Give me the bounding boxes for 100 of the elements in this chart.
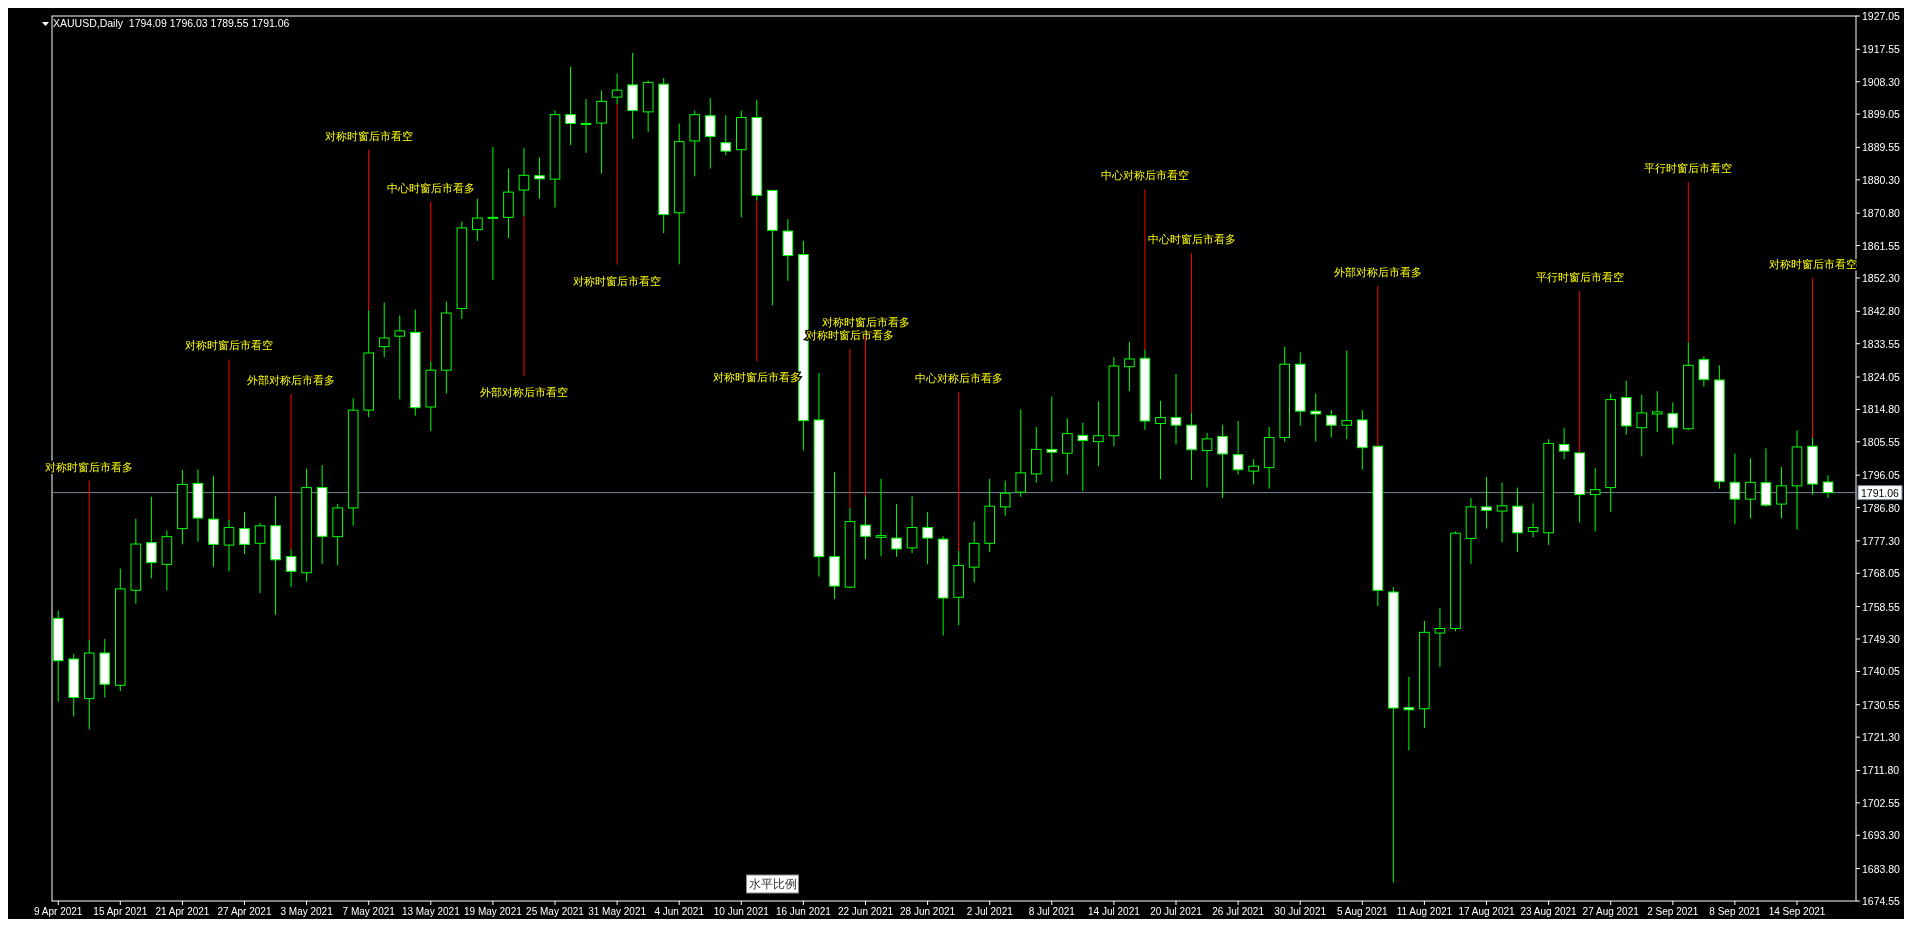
candlestick — [1341, 350, 1353, 440]
x-tick-label: 25 May 2021 — [526, 906, 585, 917]
x-tick-label: 5 Aug 2021 — [1337, 906, 1389, 917]
candlestick — [239, 511, 250, 555]
y-tick-label: 1749.30 — [1862, 633, 1901, 645]
candlestick — [472, 198, 483, 242]
y-tick-label: 1740.05 — [1862, 665, 1901, 678]
candlestick — [580, 98, 592, 154]
x-tick-label: 21 Apr 2021 — [155, 906, 210, 917]
annotation: 中心时窗后市看多 — [386, 181, 475, 194]
annotation: 对称时窗后市看空 — [573, 274, 662, 287]
x-tick-label: 26 Jul 2021 — [1212, 906, 1265, 917]
annotation: 中心对称后市看多 — [914, 372, 1003, 385]
candlestick — [565, 66, 576, 146]
y-tick-label: 1852.30 — [1862, 272, 1901, 284]
candlestick — [534, 156, 545, 200]
x-tick-label: 2 Sep 2021 — [1647, 906, 1699, 917]
y-tick-label: 1777.30 — [1862, 534, 1901, 547]
candlestick — [1403, 676, 1415, 751]
candlestick — [1667, 401, 1679, 445]
y-tick-label: 1674.55 — [1862, 895, 1901, 907]
y-tick-label: 1824.05 — [1862, 371, 1901, 384]
x-tick-label: 13 May 2021 — [401, 906, 461, 917]
candlestick — [1558, 427, 1570, 460]
candlestick — [1124, 341, 1135, 392]
candlestick — [1589, 467, 1601, 532]
candlestick — [1046, 395, 1058, 483]
candlestick — [1698, 356, 1710, 388]
y-tick-label: 1721.30 — [1862, 731, 1901, 744]
candlestick — [223, 519, 235, 572]
x-tick-label: 14 Jul 2021 — [1088, 906, 1141, 917]
candlestick — [1434, 607, 1446, 668]
x-tick-label: 4 Jun 2021 — [654, 906, 705, 917]
candlestick — [1651, 390, 1663, 433]
x-tick-label: 20 Jul 2021 — [1150, 906, 1203, 917]
y-tick-label: 1870.80 — [1862, 207, 1901, 220]
y-tick-label: 1711.80 — [1862, 764, 1900, 777]
candlestick — [487, 146, 499, 281]
y-tick-label: 1917.55 — [1862, 43, 1901, 56]
annotation: 对称时窗后市看多 — [45, 460, 134, 473]
candlestick — [1496, 482, 1508, 543]
y-tick-label: 1880.30 — [1862, 173, 1901, 186]
annotation: 外部对称后市看多 — [1333, 265, 1422, 278]
x-tick-label: 9 Apr 2021 — [34, 906, 83, 917]
x-tick-label: 10 Jun 2021 — [713, 906, 770, 917]
y-tick-label: 1805.55 — [1862, 435, 1901, 448]
x-tick-label: 3 May 2021 — [280, 906, 334, 917]
annotation: 平行时窗后市看空 — [1535, 271, 1624, 284]
x-tick-label: 23 Aug 2021 — [1520, 906, 1578, 917]
x-tick-label: 2 Jul 2021 — [966, 906, 1014, 917]
candlestick — [1093, 400, 1104, 467]
y-tick-label: 1693.30 — [1862, 829, 1901, 842]
candlestick — [1822, 474, 1834, 499]
y-tick-label: 1730.55 — [1862, 698, 1901, 711]
x-tick-label: 28 Jun 2021 — [900, 906, 956, 917]
candlestick — [596, 89, 607, 175]
y-tick-label: 1833.55 — [1862, 337, 1901, 350]
candlestick — [394, 315, 406, 400]
y-tick-label: 1889.55 — [1862, 141, 1901, 154]
candlestick — [1232, 420, 1244, 476]
candlestick — [704, 97, 716, 170]
x-tick-label: 31 May 2021 — [588, 906, 647, 917]
candlestick — [1062, 417, 1073, 476]
candlestick — [1636, 394, 1648, 457]
candlestick — [254, 522, 266, 594]
x-tick-label: 19 May 2021 — [463, 906, 523, 917]
y-tick-label: 1899.05 — [1862, 108, 1901, 121]
x-tick-label: 8 Sep 2021 — [1709, 906, 1761, 917]
x-tick-label: 30 Jul 2021 — [1274, 906, 1327, 917]
candlestick — [1201, 432, 1213, 489]
candlestick — [1155, 400, 1166, 480]
annotation: 水平比例 — [748, 877, 797, 891]
candlestick — [1217, 424, 1228, 499]
chart-title: XAUUSD,Daily 1794.09 1796.03 1789.55 1791.06 — [53, 17, 290, 29]
candlestick — [922, 511, 933, 565]
candlestick — [611, 73, 623, 105]
candlestick — [968, 521, 980, 584]
candlestick — [1077, 422, 1089, 492]
candlestick — [1310, 393, 1322, 443]
y-tick-label: 1786.80 — [1862, 501, 1901, 514]
y-tick-label: 1927.05 — [1862, 10, 1901, 22]
candlestick — [1760, 447, 1772, 508]
candlestick — [1527, 502, 1539, 538]
y-tick-label: 1861.55 — [1862, 239, 1901, 252]
x-tick-label: 22 Jun 2021 — [837, 906, 894, 917]
candlestick — [891, 503, 902, 558]
annotation: 对称时窗后市看多 — [821, 316, 910, 329]
y-tick-label: 1758.55 — [1862, 600, 1901, 613]
candlestick — [875, 478, 887, 557]
candlestick — [1170, 373, 1182, 445]
x-tick-label: 15 Apr 2021 — [93, 906, 148, 917]
x-tick-label: 11 Aug 2021 — [1396, 906, 1453, 917]
y-tick-label: 1702.55 — [1862, 796, 1901, 809]
annotation: 中心对称后市看空 — [1100, 169, 1189, 182]
x-tick-label: 27 Apr 2021 — [217, 906, 272, 917]
candlestick — [720, 114, 732, 156]
candlestick — [1729, 453, 1741, 525]
y-tick-label: 1683.80 — [1862, 862, 1901, 875]
x-tick-label: 27 Aug 2021 — [1582, 906, 1640, 917]
candlestick — [1015, 408, 1027, 498]
